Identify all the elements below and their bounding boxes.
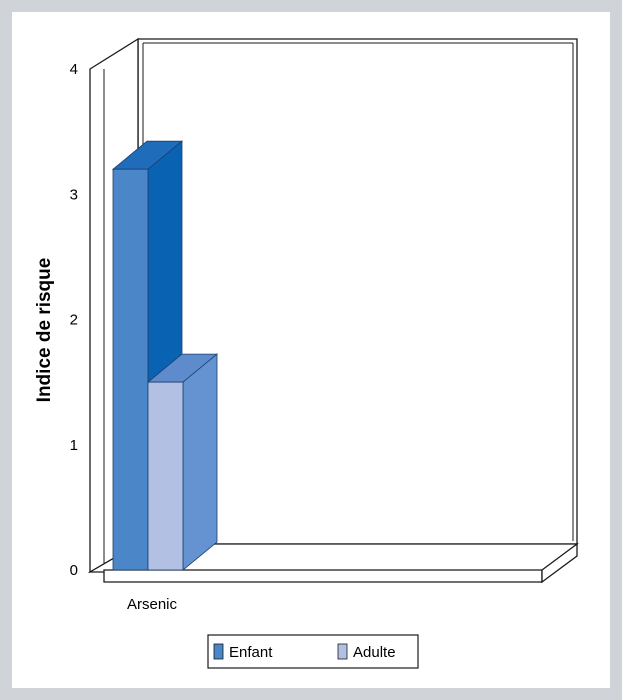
category-labels: Arsenic xyxy=(127,596,178,613)
bar-front xyxy=(112,168,149,571)
y-axis-label: Indice de risque xyxy=(34,258,55,403)
legend-label-adulte: Adulte xyxy=(353,644,396,661)
chart-box xyxy=(87,37,579,584)
floor-side xyxy=(541,542,578,584)
risk-index-chart: 0 1 2 3 4 Indice de risque Arsenic Enfant Adu… xyxy=(34,37,579,669)
legend-swatch-enfant xyxy=(213,643,224,660)
y-axis-ticks: 0 1 2 3 4 xyxy=(70,61,78,579)
bar-side xyxy=(182,353,218,571)
floor-front xyxy=(103,569,543,583)
bar-front xyxy=(147,381,184,571)
y-tick-label: 1 xyxy=(70,437,78,454)
legend-swatch-adulte xyxy=(337,643,348,660)
y-tick-label: 0 xyxy=(70,562,78,579)
legend: Enfant Adulte xyxy=(207,634,419,669)
y-tick-label: 2 xyxy=(70,312,78,329)
legend-box xyxy=(207,634,419,669)
category-label: Arsenic xyxy=(127,596,178,613)
bars xyxy=(111,140,219,571)
legend-label-enfant: Enfant xyxy=(229,644,273,661)
y-tick-label: 3 xyxy=(70,186,78,203)
chart-frame: 0 1 2 3 4 Indice de risque Arsenic Enfant Adu… xyxy=(12,12,610,688)
bar-adulte xyxy=(146,353,219,571)
y-tick-label: 4 xyxy=(70,61,78,78)
